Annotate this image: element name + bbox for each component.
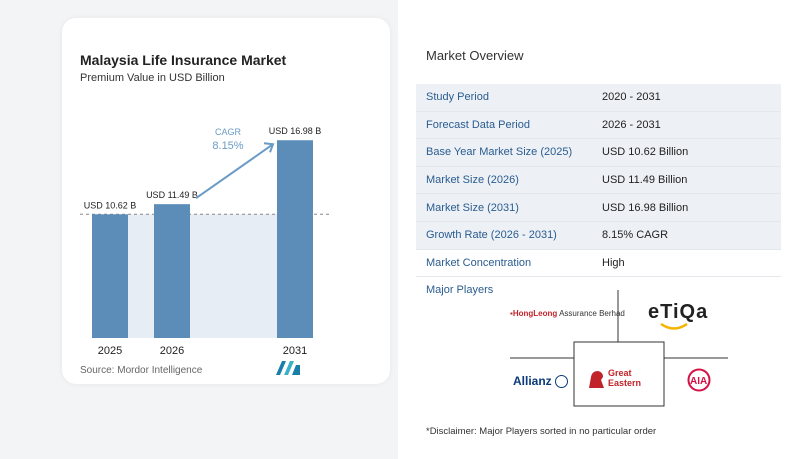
x-tick-2026: 2026 bbox=[160, 345, 184, 357]
forecast-shade bbox=[92, 214, 313, 338]
overview-panel: Market Overview Study Period 2020 - 2031 … bbox=[398, 0, 800, 459]
row-value: 2026 - 2031 bbox=[602, 118, 661, 131]
players-grid-lines bbox=[510, 290, 728, 407]
data-label-2026: USD 11.49 B bbox=[146, 190, 198, 200]
table-row: Forecast Data Period 2026 - 2031 bbox=[416, 111, 781, 140]
allianz-logo: Allianz bbox=[513, 374, 569, 389]
disclaimer: *Disclaimer: Major Players sorted in no … bbox=[426, 426, 657, 437]
row-key: Market Size (2026) bbox=[426, 174, 519, 187]
cagr-value: 8.15% bbox=[212, 140, 243, 152]
row-key: Base Year Market Size (2025) bbox=[426, 146, 573, 159]
aia-logo-icon bbox=[687, 368, 711, 392]
row-value: USD 11.49 Billion bbox=[602, 174, 688, 187]
row-key: Study Period bbox=[426, 91, 489, 104]
chart-title: Malaysia Life Insurance Market bbox=[80, 52, 287, 68]
etiqa-logo: eTiQa bbox=[648, 301, 709, 323]
aia-logo: AIA bbox=[690, 376, 708, 387]
overview-title: Market Overview bbox=[426, 48, 524, 63]
cagr-label: CAGR bbox=[215, 127, 242, 137]
bar-2025 bbox=[92, 214, 128, 338]
overview-table: Study Period 2020 - 2031 Forecast Data Pe… bbox=[416, 84, 781, 278]
row-key: Forecast Data Period bbox=[426, 118, 530, 131]
x-tick-2025: 2025 bbox=[98, 345, 122, 357]
source-note: Source: Mordor Intelligence bbox=[80, 365, 203, 376]
table-row: Market Concentration High bbox=[416, 250, 781, 278]
row-key: Growth Rate (2026 - 2031) bbox=[426, 229, 557, 242]
row-key: Market Concentration bbox=[426, 256, 532, 269]
bar-chart: USD 10.62 B 2025 USD 11.49 B 2026 USD 16.98 … bbox=[80, 126, 330, 357]
table-row: Market Size (2031) USD 16.98 Billion bbox=[416, 194, 781, 222]
x-tick-2031: 2031 bbox=[283, 345, 307, 357]
cagr-arrow bbox=[195, 142, 275, 199]
row-key: Market Size (2031) bbox=[426, 201, 519, 214]
major-players-title: Major Players bbox=[426, 284, 494, 296]
row-value: USD 10.62 Billion bbox=[602, 146, 689, 159]
chart-subtitle: Premium Value in USD Billion bbox=[80, 72, 225, 84]
bar-2031 bbox=[277, 140, 313, 338]
row-value: 2020 - 2031 bbox=[602, 91, 661, 104]
etiqa-smile-icon bbox=[660, 323, 688, 330]
table-row: Growth Rate (2026 - 2031) 8.15% CAGR bbox=[416, 221, 781, 250]
data-label-2031: USD 16.98 B bbox=[269, 126, 322, 136]
great-eastern-logo: Great Eastern bbox=[608, 368, 642, 388]
hongleong-logo: ▪HongLeong Assurance Berhad bbox=[510, 309, 625, 318]
row-value: USD 16.98 Billion bbox=[602, 201, 689, 214]
data-label-2025: USD 10.62 B bbox=[84, 200, 137, 210]
table-row: Base Year Market Size (2025) USD 10.62 Bi… bbox=[416, 139, 781, 167]
row-value: 8.15% CAGR bbox=[602, 229, 669, 242]
table-row: Study Period 2020 - 2031 bbox=[416, 84, 781, 112]
bar-2026 bbox=[154, 204, 190, 338]
table-row: Market Size (2026) USD 11.49 Billion bbox=[416, 166, 781, 195]
chart-card: USD 10.62 B 2025 USD 11.49 B 2026 USD 16.98 … bbox=[62, 18, 390, 384]
mordor-logo-icon bbox=[276, 361, 300, 375]
great-eastern-lion-icon bbox=[589, 371, 604, 388]
row-value: High bbox=[602, 256, 625, 269]
